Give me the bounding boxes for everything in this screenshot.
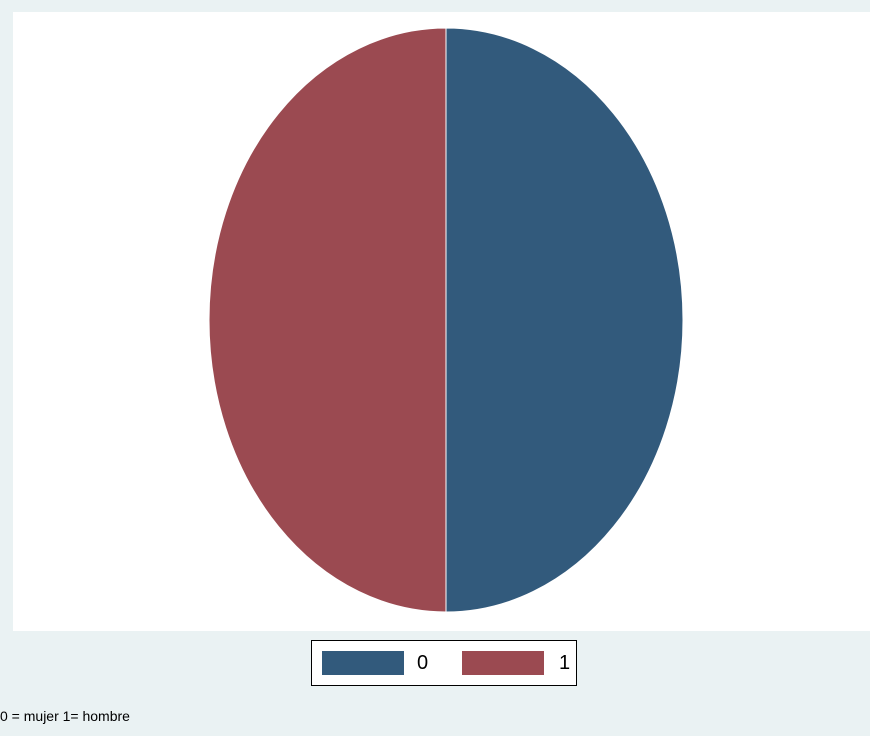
legend-swatch-0 [322, 651, 404, 675]
pie-slice-0 [445, 27, 684, 613]
chart-legend: 0 1 [311, 640, 577, 686]
chart-title-strip [0, 0, 870, 12]
legend-swatch-1 [462, 651, 544, 675]
chart-note: 0 = mujer 1= hombre [0, 708, 130, 724]
pie-slice-1 [208, 27, 447, 613]
legend-label-1: 1 [559, 652, 571, 674]
pie-chart [208, 27, 684, 613]
plot-region [13, 12, 870, 631]
legend-label-0: 0 [417, 652, 429, 674]
